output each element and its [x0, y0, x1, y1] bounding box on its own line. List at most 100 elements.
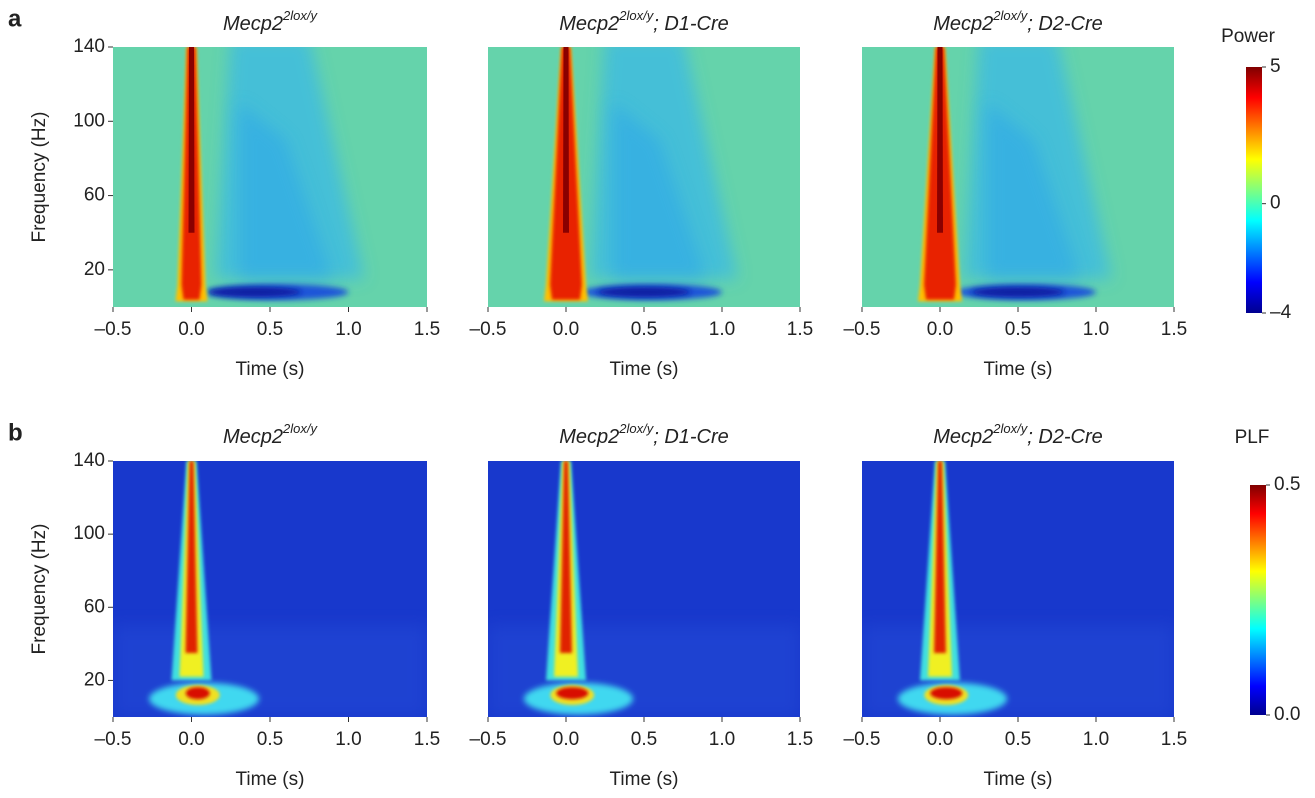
title-suffix: ; D1-Cre [653, 13, 729, 35]
x-tick-label: 1.0 [709, 729, 735, 750]
panel-title: Mecp22lox/y; D2-Cre [933, 421, 1103, 448]
heatmap [862, 461, 1174, 717]
y-tick-label: 20 [84, 669, 105, 690]
colorbar-label: PLF [1235, 427, 1270, 448]
colorbar-tick-label: –4 [1270, 302, 1292, 323]
panel-label: b [8, 419, 23, 446]
heatmap-region [556, 687, 589, 700]
panel-title: Mecp22lox/y; D2-Cre [933, 8, 1103, 35]
panel-label: a [8, 5, 22, 32]
y-tick-label: 100 [73, 110, 105, 131]
title-text: Mecp2 [559, 426, 619, 448]
x-tick-label: –0.5 [95, 319, 132, 340]
colorbar-tick-label: 0 [1270, 193, 1281, 214]
colorbar-tick-label: 0.5 [1274, 474, 1300, 495]
x-tick-label: 1.0 [335, 729, 361, 750]
title-suffix: ; D2-Cre [1027, 13, 1103, 35]
heatmap-region [937, 47, 943, 233]
y-tick-label: 20 [84, 259, 105, 280]
panel-title: Mecp22lox/y [223, 8, 318, 35]
colorbar-label: Power [1221, 26, 1276, 47]
x-tick-label: 0.0 [178, 319, 204, 340]
y-tick-label: 140 [73, 450, 105, 471]
x-tick-label: 1.5 [414, 729, 440, 750]
colorbar [1250, 485, 1266, 715]
x-axis-label: Time (s) [984, 769, 1053, 790]
heatmap-region [188, 47, 195, 233]
title-text: Mecp2 [933, 426, 993, 448]
colorbar-tick-label: 0.0 [1274, 704, 1300, 725]
heatmap-region [238, 102, 333, 280]
x-axis-label: Time (s) [984, 359, 1053, 380]
x-tick-label: 1.5 [787, 319, 813, 340]
panel-title: Mecp22lox/y; D1-Cre [559, 421, 729, 448]
panel-title: Mecp22lox/y [223, 421, 318, 448]
x-axis-label: Time (s) [610, 359, 679, 380]
x-tick-label: –0.5 [470, 729, 507, 750]
title-sup: 2lox/y [282, 8, 318, 23]
x-tick-label: –0.5 [470, 319, 507, 340]
x-tick-label: 0.0 [553, 319, 579, 340]
heatmap-region [986, 102, 1081, 280]
panel-title: Mecp22lox/y; D1-Cre [559, 8, 729, 35]
x-tick-label: 1.5 [787, 729, 813, 750]
heatmap-region [971, 287, 1065, 298]
x-tick-label: 1.5 [1161, 319, 1187, 340]
x-tick-label: 1.0 [709, 319, 735, 340]
y-axis-label: Frequency (Hz) [29, 524, 50, 655]
y-tick-label: 140 [73, 36, 105, 57]
title-text: Mecp2 [559, 13, 619, 35]
heatmap [488, 461, 800, 717]
heatmap [113, 461, 427, 717]
x-tick-label: 1.5 [414, 319, 440, 340]
title-text: Mecp2 [223, 426, 283, 448]
x-tick-label: 0.0 [927, 319, 953, 340]
x-axis-label: Time (s) [236, 359, 305, 380]
x-axis-label: Time (s) [610, 769, 679, 790]
title-sup: 2lox/y [618, 421, 654, 436]
colorbar-tick-label: 5 [1270, 56, 1281, 77]
y-axis-label: Frequency (Hz) [29, 112, 50, 243]
title-suffix: ; D2-Cre [1027, 426, 1103, 448]
x-tick-label: 0.5 [1005, 319, 1031, 340]
heatmap [862, 47, 1174, 307]
x-tick-label: –0.5 [95, 729, 132, 750]
title-text: Mecp2 [933, 13, 993, 35]
x-tick-label: 0.5 [631, 729, 657, 750]
title-sup: 2lox/y [992, 421, 1028, 436]
heatmap-region [185, 687, 210, 700]
x-tick-label: 1.0 [1083, 319, 1109, 340]
y-tick-label: 100 [73, 523, 105, 544]
heatmap-region [560, 461, 572, 653]
x-tick-label: –0.5 [844, 729, 881, 750]
x-tick-label: 0.5 [257, 729, 283, 750]
heatmap [113, 47, 427, 307]
x-tick-label: –0.5 [844, 319, 881, 340]
y-tick-label: 60 [84, 596, 105, 617]
title-sup: 2lox/y [282, 421, 318, 436]
x-tick-label: 0.0 [178, 729, 204, 750]
title-sup: 2lox/y [992, 8, 1028, 23]
x-tick-label: 1.0 [335, 319, 361, 340]
x-tick-label: 1.5 [1161, 729, 1187, 750]
x-tick-label: 0.5 [1005, 729, 1031, 750]
title-text: Mecp2 [223, 13, 283, 35]
x-tick-label: 0.0 [927, 729, 953, 750]
title-suffix: ; D1-Cre [653, 426, 729, 448]
x-axis-label: Time (s) [236, 769, 305, 790]
heatmap-region [597, 287, 691, 298]
x-tick-label: 1.0 [1083, 729, 1109, 750]
x-tick-label: 0.0 [553, 729, 579, 750]
x-tick-label: 0.5 [257, 319, 283, 340]
y-tick-label: 60 [84, 185, 105, 206]
x-tick-label: 0.5 [631, 319, 657, 340]
heatmap-region [185, 461, 198, 653]
heatmap-region [207, 287, 302, 298]
heatmap [488, 47, 800, 307]
title-sup: 2lox/y [618, 8, 654, 23]
heatmap-region [563, 47, 569, 233]
heatmap-region [612, 102, 707, 280]
heatmap-region [930, 687, 963, 700]
heatmap-region [934, 461, 946, 653]
